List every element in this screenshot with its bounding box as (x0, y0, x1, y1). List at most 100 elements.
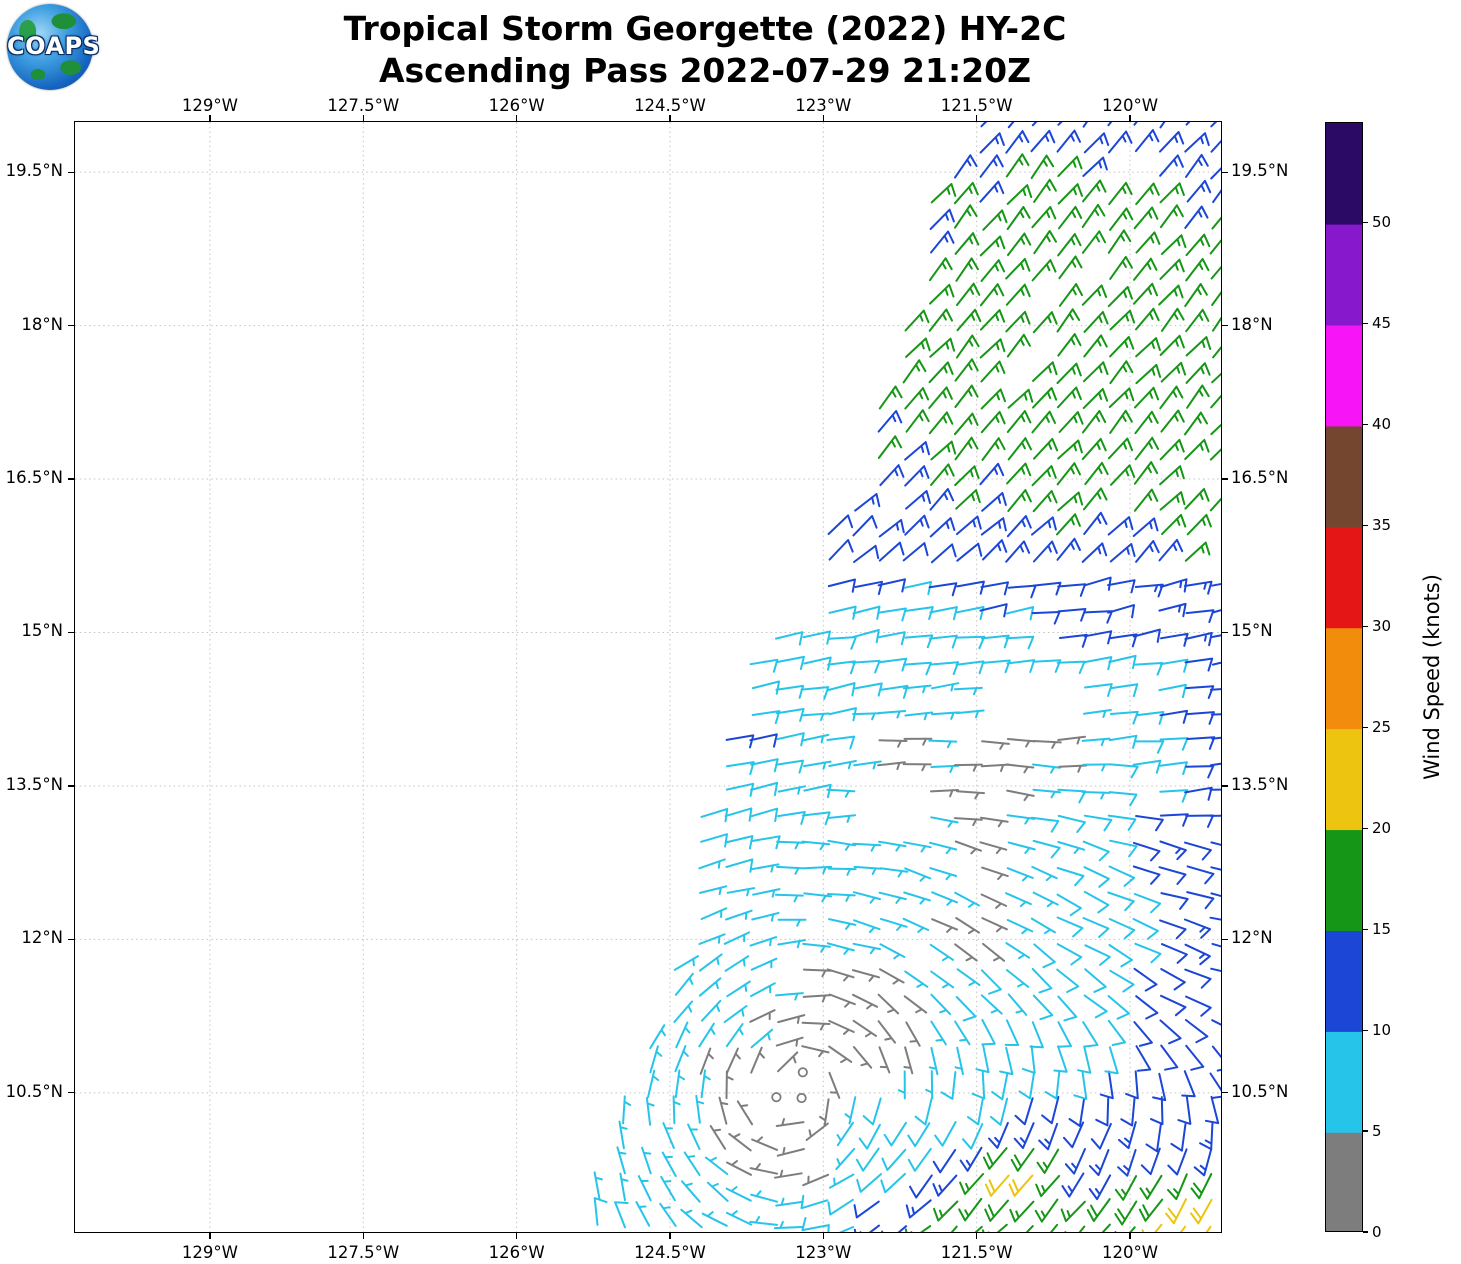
wind-barb (1160, 632, 1189, 647)
wind-barb (853, 544, 880, 563)
wind-barb (955, 489, 981, 510)
coaps-logo: COAPS (7, 4, 100, 90)
y-axis-tick-left (68, 1092, 75, 1094)
wind-barb (1145, 1123, 1162, 1153)
wind-barb (828, 918, 857, 930)
x-axis-tick-label-top: 129°W (181, 96, 238, 115)
wind-barb (724, 807, 753, 822)
wind-barb (1212, 346, 1221, 359)
x-axis-tick-label-bottom: 129°W (181, 1243, 238, 1262)
wind-barb (1057, 333, 1082, 357)
wind-barb (750, 807, 779, 823)
x-axis-tick-top (1129, 115, 1131, 122)
wind-barb (878, 657, 908, 672)
wind-barb (1005, 942, 1031, 960)
wind-barb (637, 1175, 652, 1202)
wind-barb (1184, 1019, 1209, 1044)
wind-barb (957, 1225, 983, 1232)
wind-barb (904, 387, 930, 410)
wind-barb (828, 539, 854, 561)
wind-barb (1061, 1172, 1085, 1198)
y-axis-tick-label-left: 15°N (21, 621, 63, 641)
wind-barb (1057, 233, 1082, 257)
wind-barb (984, 1174, 1010, 1197)
wind-barb (725, 734, 755, 749)
wind-barb (902, 763, 932, 772)
wind-barb (1068, 1098, 1085, 1127)
wind-barb (800, 686, 830, 700)
wind-barb (956, 606, 985, 621)
wind-barb (802, 1173, 830, 1187)
x-axis-tick-label-bottom: 123°W (795, 1243, 852, 1262)
wind-barb (1107, 891, 1135, 912)
wind-barb (1005, 635, 1035, 650)
x-axis-tick-bottom (669, 1232, 671, 1239)
wind-barb (801, 811, 831, 826)
wind-barb (659, 1202, 677, 1227)
wind-barb (1058, 764, 1088, 773)
wind-barb (1210, 634, 1221, 639)
wind-barb (1185, 153, 1209, 178)
wind-barb (1185, 609, 1215, 624)
wind-barb (1056, 943, 1083, 966)
wind-barb (1056, 386, 1082, 409)
wind-barb (981, 492, 1007, 512)
wind-barb (956, 635, 986, 650)
wind-barb (956, 968, 981, 987)
wind-barb (852, 712, 882, 721)
wind-barb (950, 1225, 958, 1232)
wind-barb (1184, 943, 1211, 966)
wind-barb (1109, 683, 1139, 698)
wind-barb (1210, 265, 1221, 280)
wind-barb (1165, 1198, 1187, 1225)
wind-barb (1133, 282, 1158, 305)
wind-barb (852, 605, 881, 620)
wind-barb (1033, 943, 1056, 969)
wind-barb (1057, 735, 1086, 745)
wind-barb (828, 707, 857, 722)
wind-barb (904, 711, 934, 721)
wind-barb (981, 917, 1008, 933)
wind-barb (853, 919, 881, 933)
wind-barb (954, 358, 979, 382)
map-plot-area (74, 121, 1222, 1233)
wind-barb (649, 1045, 663, 1074)
wind-barb (852, 942, 882, 955)
wind-barb (1159, 122, 1166, 129)
wind-barb (1057, 583, 1087, 597)
wind-barb (750, 1046, 765, 1074)
wind-barb (954, 384, 979, 408)
wind-barb (1118, 1121, 1137, 1150)
wind-barb (1031, 611, 1061, 625)
wind-barb (1083, 576, 1112, 591)
wind-barb (1184, 657, 1214, 672)
coaps-globe-icon (7, 4, 93, 90)
wind-barb (777, 811, 806, 825)
wind-barb (1210, 713, 1221, 716)
wind-barb (1031, 410, 1056, 434)
wind-barb (1210, 139, 1221, 153)
wind-barb (878, 541, 905, 562)
wind-barb (933, 1200, 959, 1222)
wind-barb (959, 1146, 983, 1172)
wind-barb (1081, 203, 1106, 229)
wind-barb (877, 631, 906, 646)
y-axis-tick-right (1221, 631, 1228, 634)
wind-barb (883, 1121, 907, 1147)
wind-barb (1212, 316, 1221, 332)
wind-barb (907, 1122, 931, 1148)
wind-barb (880, 1172, 906, 1194)
wind-barb (622, 1095, 632, 1125)
wind-barb (905, 409, 930, 433)
x-axis-tick-top (209, 115, 211, 122)
wind-barb (1135, 337, 1161, 358)
wind-barb (904, 441, 930, 461)
wind-barb (931, 918, 958, 933)
colorbar-segment (1326, 526, 1362, 629)
y-axis-tick-right (1221, 1092, 1228, 1094)
wind-barb (1109, 255, 1133, 280)
y-axis-tick-right (1221, 324, 1228, 327)
wind-barb (775, 759, 804, 774)
wind-barb (1184, 411, 1208, 436)
wind-barb (1006, 184, 1033, 205)
